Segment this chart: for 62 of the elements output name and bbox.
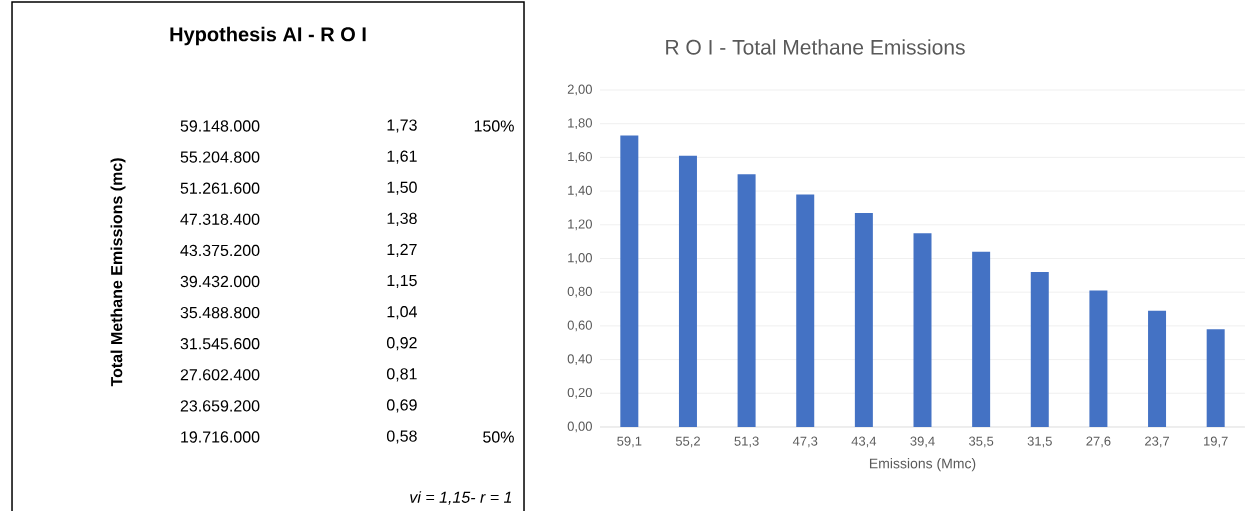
y-tick-label: 1,20 [568,219,592,231]
data-label: 1,61 [387,150,417,164]
bar [1030,271,1049,427]
x-tick-label: 27,6 [1086,436,1111,448]
x-tick-label: 19,7 [1204,436,1228,448]
category-label: 47.318.400 [180,213,260,225]
bar [796,194,815,427]
data-label: 1,38 [387,212,417,226]
category-label: 23.659.200 [180,400,260,412]
category-label: 51.261.600 [180,182,260,194]
y-tick-label: 0,20 [567,387,592,399]
chart-title: R O I - Total Methane Emissions [666,39,965,55]
x-tick-label: 59,1 [617,436,642,448]
category-label: 19.716.000 [181,431,260,443]
bar [854,212,873,427]
category-label: 35.488.800 [180,306,260,319]
data-label: 1,73 [387,119,417,133]
text: 150% [474,120,514,132]
bar [1206,329,1225,427]
bar [678,155,697,427]
category-label: 27.602.400 [180,369,260,381]
text: 50% [483,431,514,443]
bar [972,251,991,427]
bar [737,174,756,427]
y-tick-label: 1,60 [568,152,592,163]
x-tick-label: 47,3 [792,436,818,448]
y-tick-label: 1,80 [568,118,592,130]
text: vi = 1,15- r = 1 [410,491,512,505]
category-label: 43.375.200 [180,244,260,257]
x-tick-label: 39,4 [910,436,935,448]
x-tick-label: 43,4 [851,436,877,448]
x-axis-title: Emissions (Mmc) [869,458,976,472]
data-label: 1,50 [387,181,417,195]
text: Total Methane Emissions (mc) [110,158,126,387]
x-tick-label: 23,7 [1145,436,1170,448]
data-label: 0,81 [386,368,417,382]
x-tick-label: 51,3 [734,436,759,448]
bar [620,135,639,427]
category-label: 55.204.800 [180,151,260,163]
bar [1089,290,1108,427]
category-label: 39.432.000 [180,275,260,288]
bar [1148,310,1167,427]
x-tick-label: 35,5 [968,436,994,448]
data-label: 1,27 [387,243,417,257]
x-tick-label: 31,5 [1027,436,1052,448]
category-label: 31.545.600 [180,338,260,350]
data-label: 1,15 [387,274,417,289]
y-tick-label: 1,00 [568,253,592,264]
data-label: 0,92 [386,337,417,351]
text: Hypothesis AI - R O I [170,26,366,46]
category-label: 59.148.000 [180,120,260,132]
data-label: 1,04 [387,305,417,320]
y-tick-label: 0,60 [567,320,592,332]
data-label: 0,69 [386,399,417,413]
y-tick-label: 0,00 [567,421,592,433]
bar [913,233,932,427]
y-tick-label: 1,40 [568,185,592,197]
y-tick-label: 2,00 [567,84,592,96]
y-tick-label: 0,40 [567,354,592,365]
x-tick-label: 55,2 [675,436,700,448]
data-label: 0,58 [386,430,417,444]
y-tick-label: 0,80 [567,286,592,298]
